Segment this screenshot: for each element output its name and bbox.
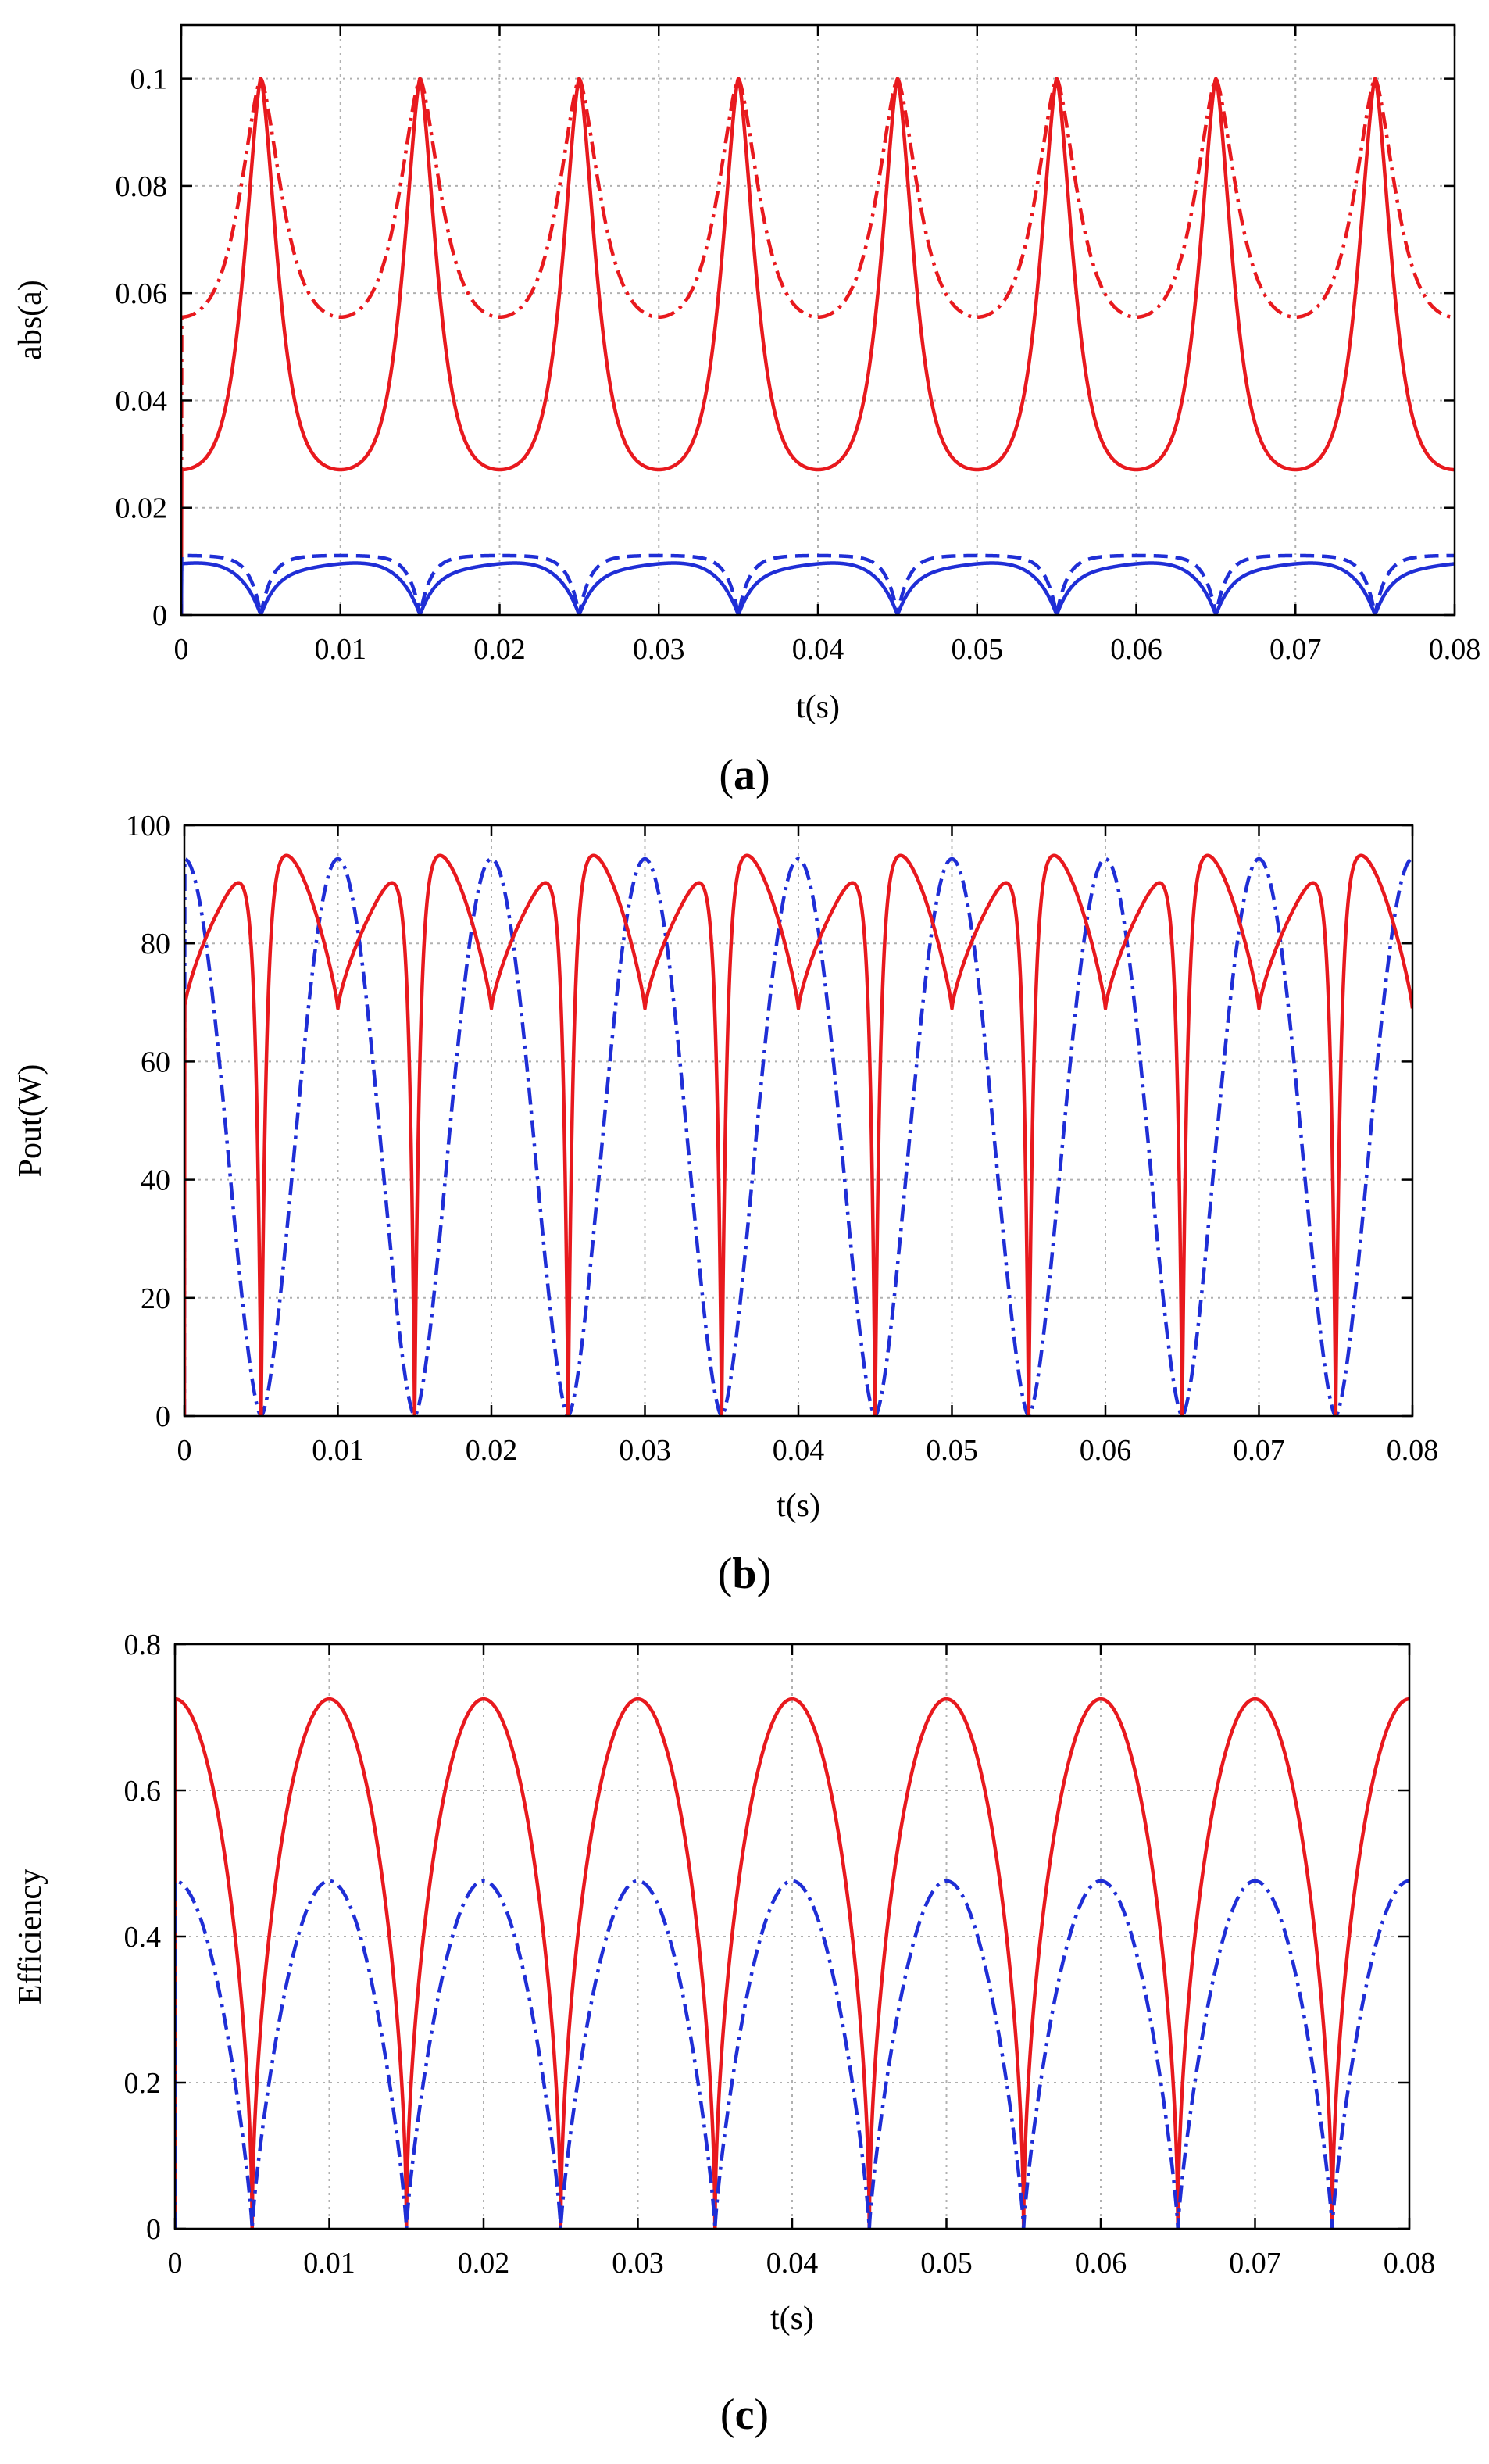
series-line-red-solid [175,1697,1409,2229]
x-tick-label: 0.08 [1384,2247,1436,2280]
chart-panel-b: 0 0.01 0.02 0.03 0.04 0.05 0.06 0.07 0.08 0 20 40 60… [12,810,1438,1598]
x-tick-label: 0.02 [473,633,526,666]
x-tick-label: 0.03 [612,2247,664,2280]
x-tick-label: 0.01 [303,2247,355,2280]
panel-caption: (a) [719,751,769,799]
x-tick-label: 0 [174,633,189,666]
x-tick-label: 0.08 [1387,1434,1439,1467]
x-axis-label: t(s) [770,2301,814,2337]
panel-caption: (b) [718,1550,771,1598]
x-tick-label: 0.05 [926,1434,978,1467]
x-tick-label: 0.04 [792,633,844,666]
y-tick-label: 0.04 [116,384,168,417]
x-tick-label: 0.05 [920,2247,973,2280]
x-tick-label: 0.04 [766,2247,819,2280]
x-tick-label: 0.06 [1110,633,1162,666]
x-tick-label: 0.02 [458,2247,510,2280]
x-tick-label: 0.03 [619,1434,671,1467]
y-tick-label: 100 [126,810,170,842]
y-tick-label: 0.06 [116,277,168,310]
series-line-blue-dashdot [184,856,1412,1416]
y-axis-label: Efficiency [12,1869,48,2004]
series-line-blue-dashdot [175,1879,1409,2229]
y-tick-label: 20 [141,1282,170,1315]
x-tick-label: 0.06 [1075,2247,1127,2280]
series-line-red-solid [181,77,1455,615]
x-tick-label: 0.08 [1429,633,1481,666]
y-tick-label: 0 [146,2213,161,2246]
y-tick-label: 0.1 [130,63,168,96]
y-tick-label: 0.2 [124,2067,162,2100]
x-tick-label: 0.07 [1229,2247,1281,2280]
y-tick-label: 60 [141,1046,170,1078]
series-line-blue-solid [181,561,1455,615]
x-tick-label: 0.04 [773,1434,825,1467]
y-tick-label: 80 [141,928,170,960]
x-tick-label: 0.05 [952,633,1004,666]
y-axis-label: Pout(W) [12,1064,48,1178]
y-tick-label: 0.6 [124,1775,162,1808]
y-tick-label: 0.8 [124,1629,162,1661]
x-axis-label: t(s) [777,1488,820,1524]
series-line-blue-dash [181,553,1455,615]
y-tick-label: 0.08 [116,170,168,203]
x-axis-label: t(s) [796,689,840,725]
y-tick-label: 0.4 [124,1921,162,1954]
y-tick-label: 0 [155,1400,170,1433]
series-line-red-dashdot [181,77,1455,615]
x-tick-label: 0 [168,2247,183,2280]
y-axis-label: abs(a) [12,280,48,360]
x-tick-label: 0.02 [466,1434,518,1467]
x-tick-label: 0.07 [1233,1434,1285,1467]
chart-panel-a: 0 0.01 0.02 0.03 0.04 0.05 0.06 0.07 0.08 0 0.02 0.… [12,23,1481,799]
series-line-red-solid [184,853,1412,1416]
panel-caption: (c) [720,2391,769,2439]
x-tick-label: 0 [177,1434,192,1467]
y-tick-label: 0.02 [116,492,168,525]
x-tick-label: 0.01 [312,1434,364,1467]
y-tick-label: 0 [152,599,167,632]
x-tick-label: 0.06 [1080,1434,1132,1467]
x-tick-label: 0.03 [633,633,685,666]
x-tick-label: 0.01 [315,633,367,666]
chart-panel-c: 0 0.01 0.02 0.03 0.04 0.05 0.06 0.07 0.08 0 0.2 0.4… [12,1629,1435,2439]
x-tick-label: 0.07 [1269,633,1322,666]
y-tick-label: 40 [141,1164,170,1197]
